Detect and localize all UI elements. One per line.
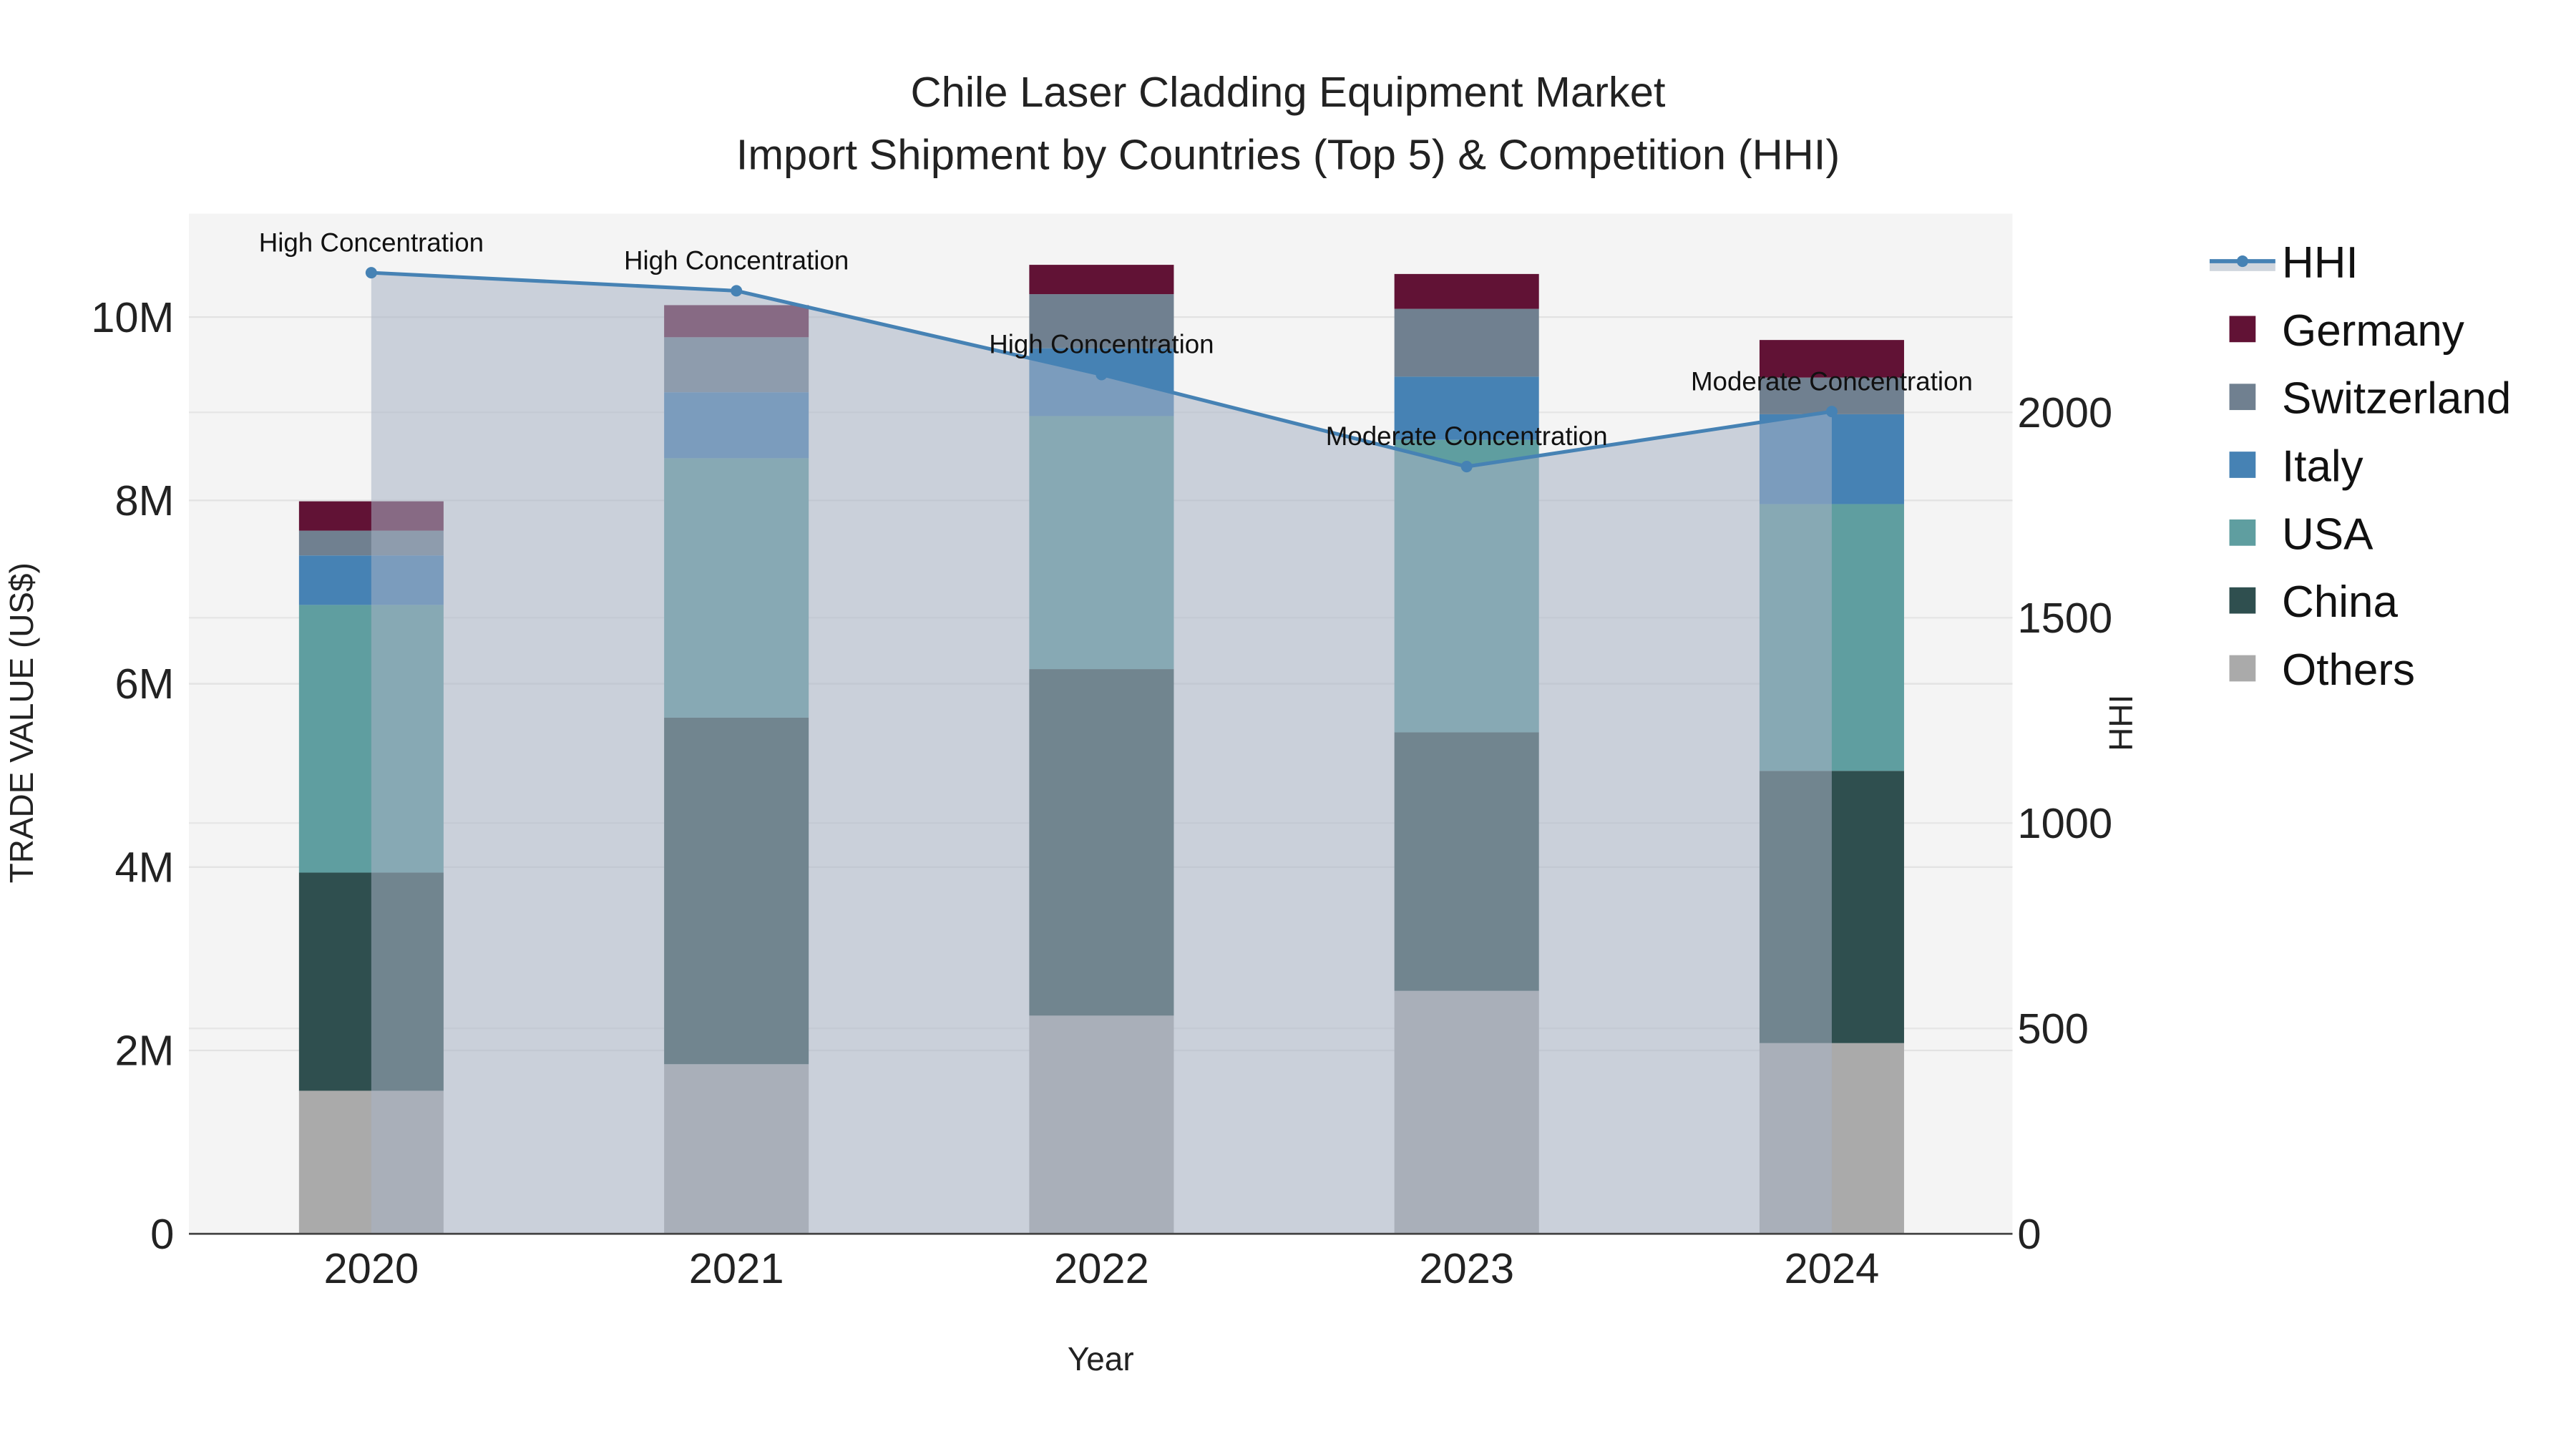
bar-italy [1394,376,1539,440]
y-tick-label: 0 [150,1210,174,1258]
legend-swatch-hhi-marker [2236,255,2248,268]
legend-swatch-italy [2229,452,2256,478]
bar-germany [1759,340,1904,378]
y2-tick-label: 1000 [2017,799,2112,847]
legend-label-china: China [2282,577,2398,627]
legend-swatch-switzerland [2229,384,2256,411]
hhi-annotation: Moderate Concentration [1326,421,1608,451]
y2-axis-title: HHI [2102,695,2140,751]
x-tick-label: 2021 [689,1244,784,1292]
y2-tick-label: 1500 [2017,594,2112,642]
bar-germany [1029,265,1174,295]
hhi-annotation: High Concentration [624,246,849,275]
y2-tick-label: 2000 [2017,389,2112,436]
hhi-point [1460,461,1473,473]
x-tick-label: 2022 [1054,1244,1149,1292]
bar-switzerland [1394,308,1539,377]
x-tick-label: 2023 [1419,1244,1514,1292]
hhi-point [365,267,377,279]
hhi-annotation: Moderate Concentration [1691,366,1973,396]
hhi-point [1096,369,1108,381]
hhi-point [1825,406,1838,418]
y2-tick-label: 500 [2017,1005,2089,1053]
bar-switzerland [1029,294,1174,348]
legend-label-others: Others [2282,645,2415,695]
legend-label-hhi: HHI [2282,238,2358,288]
chart-subtitle: Import Shipment by Countries (Top 5) & C… [736,130,1840,178]
legend-swatch-usa [2229,519,2256,546]
legend-label-italy: Italy [2282,441,2363,491]
legend-swatch-china [2229,587,2256,614]
legend-label-germany: Germany [2282,306,2464,356]
y-tick-label: 10M [91,293,174,341]
hhi-annotation: High Concentration [259,228,484,257]
legend-swatch-others [2229,655,2256,682]
legend-label-usa: USA [2282,509,2373,559]
y-tick-label: 6M [114,660,174,708]
x-tick-label: 2020 [323,1244,419,1292]
x-tick-label: 2024 [1785,1244,1880,1292]
x-axis-title: Year [1068,1340,1134,1377]
legend-label-switzerland: Switzerland [2282,374,2511,424]
chart-title: Chile Laser Cladding Equipment Market [910,68,1665,116]
bar-germany [1394,273,1539,309]
legend-swatch-germany [2229,316,2256,343]
y-tick-label: 4M [114,843,174,891]
hhi-annotation: High Concentration [989,330,1214,359]
y-tick-label: 8M [114,477,174,525]
y2-tick-label: 0 [2017,1210,2041,1258]
hhi-point [731,285,743,297]
y-axis-title: TRADE VALUE (US$) [3,562,40,883]
hhi-area [371,273,1832,1234]
y-tick-label: 2M [114,1027,174,1075]
